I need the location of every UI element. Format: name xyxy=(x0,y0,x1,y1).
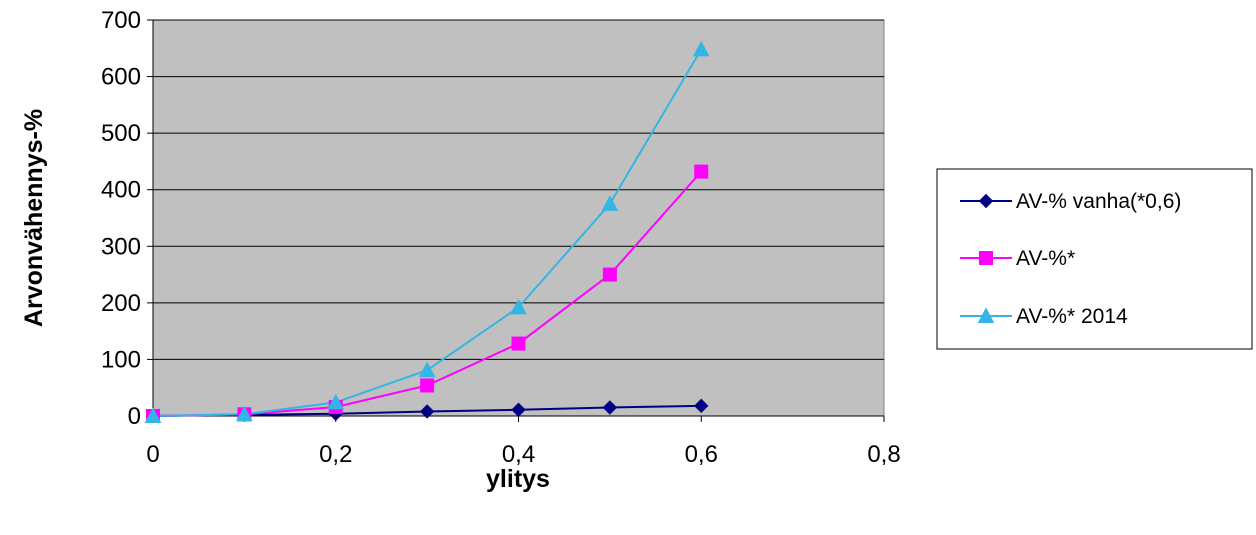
y-tick-label: 500 xyxy=(101,120,141,147)
gridlines xyxy=(153,19,884,360)
data-point-triangle xyxy=(692,40,710,57)
data-point-square xyxy=(420,378,435,393)
x-tick-label: 0 xyxy=(146,441,159,468)
plot-area xyxy=(152,19,885,417)
x-tick-labels: 0 0,2 0,4 0,6 0,8 xyxy=(146,416,901,468)
legend-marker-square xyxy=(979,251,993,265)
legend-label: AV-%* 2014 xyxy=(1016,305,1128,328)
data-point-diamond xyxy=(511,402,526,417)
y-tick-label: 100 xyxy=(101,346,141,373)
legend: AV-% vanha(*0,6) AV-%* AV-%* 2014 xyxy=(936,168,1253,350)
legend-label: AV-%* xyxy=(1016,247,1075,270)
data-point-square xyxy=(511,336,526,351)
data-point-square xyxy=(694,164,709,179)
data-point-square xyxy=(602,267,617,282)
y-tick-label: 600 xyxy=(101,64,141,91)
x-tick-label: 0,2 xyxy=(319,441,352,468)
y-tick-labels: 0 100 200 300 400 500 600 700 xyxy=(101,7,153,430)
y-tick-label: 0 xyxy=(128,403,141,430)
legend-label: AV-% vanha(*0,6) xyxy=(1016,190,1181,213)
y-tick-label: 200 xyxy=(101,290,141,317)
x-tick-label: 0,8 xyxy=(867,441,900,468)
y-tick-label: 700 xyxy=(101,7,141,34)
x-tick-label: 0,6 xyxy=(685,441,718,468)
data-point-triangle xyxy=(510,298,527,315)
data-point-triangle xyxy=(236,405,253,422)
data-point-diamond xyxy=(694,398,709,414)
x-tick-label: 0,4 xyxy=(502,441,535,468)
y-tick-label: 400 xyxy=(101,177,141,204)
data-point-diamond xyxy=(602,400,618,415)
data-point-triangle xyxy=(418,361,436,378)
x-axis-title: ylitys xyxy=(486,465,550,493)
legend-marker-triangle xyxy=(977,307,995,323)
y-tick-label: 300 xyxy=(101,233,141,260)
data-point-diamond xyxy=(419,404,435,419)
y-axis-title: Arvonvähennys-% xyxy=(20,109,48,327)
legend-marker-diamond xyxy=(978,193,994,209)
legend-items: AV-% vanha(*0,6) AV-%* AV-%* 2014 xyxy=(960,190,1181,328)
data-point-triangle xyxy=(144,407,162,423)
data-point-triangle xyxy=(327,393,345,410)
series-markers xyxy=(144,40,710,424)
data-point-triangle xyxy=(601,195,619,211)
